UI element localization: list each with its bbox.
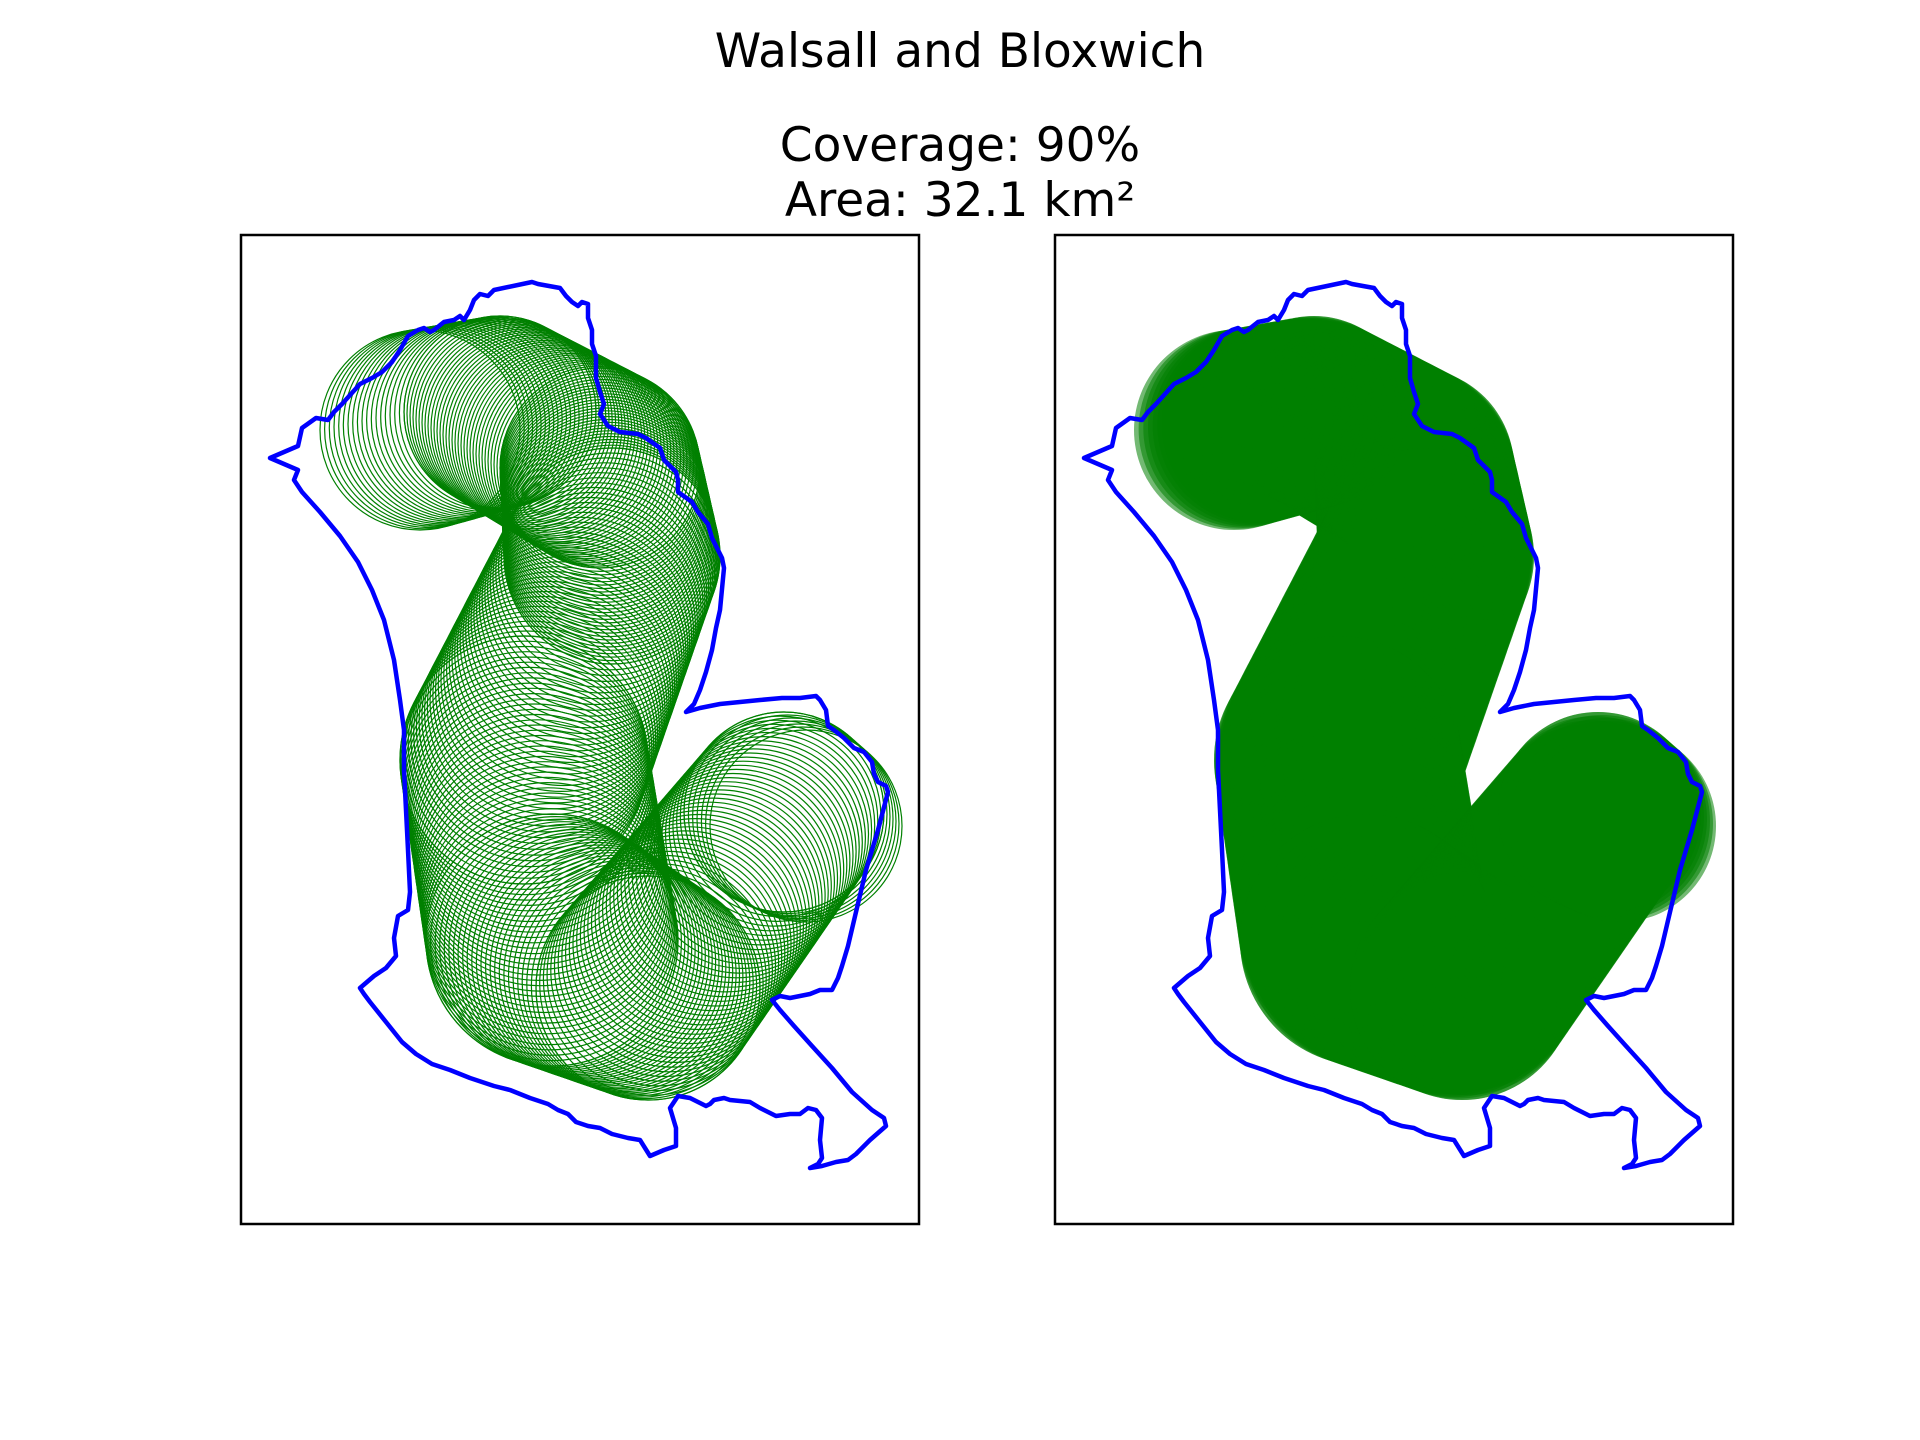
coverage-circle	[489, 849, 727, 1087]
coverage-circle	[605, 797, 820, 1012]
coverage-circle	[443, 556, 679, 792]
coverage-circle	[546, 863, 770, 1087]
coverage-circle	[429, 580, 670, 821]
coverage-circle	[1524, 730, 1716, 922]
map-title: Walsall and Bloxwich	[714, 24, 1206, 79]
coverage-circle	[394, 317, 589, 512]
coverage-circle	[642, 756, 851, 965]
right-panel-frame	[1053, 233, 1735, 1226]
coverage-circle	[489, 472, 712, 694]
coverage-circle	[475, 841, 717, 1083]
coverage-circle	[676, 719, 879, 923]
coverage-circle	[542, 867, 767, 1092]
coverage-circle	[471, 839, 713, 1081]
coverage-circle	[1218, 316, 1410, 508]
coverage-circle	[709, 729, 903, 923]
coverage-circle	[423, 802, 677, 1056]
coverage-circle	[657, 740, 863, 946]
district-boundary	[1081, 279, 1705, 1171]
coverage-circle	[389, 317, 584, 513]
coverage-circle	[380, 319, 576, 515]
coverage-circle	[539, 871, 764, 1096]
coverage-circle	[627, 772, 839, 984]
coverage-circle	[535, 875, 761, 1101]
coverage-circle	[462, 834, 706, 1078]
coverage-circle	[415, 605, 661, 850]
coverage-circle	[498, 457, 717, 677]
coverage-circle	[456, 531, 689, 764]
coverage-circle	[413, 610, 659, 856]
coverage-circle	[620, 781, 832, 993]
coverage-circle	[650, 748, 857, 955]
coverage-circle	[646, 752, 854, 960]
coverage-circle	[403, 315, 597, 509]
coverage-circle	[487, 360, 688, 562]
coverage-circle	[420, 782, 674, 1035]
coverage-circle	[700, 723, 897, 920]
coverage-circle	[687, 714, 888, 915]
left-panel-frame	[239, 233, 921, 1226]
right-map-panel	[1053, 233, 1735, 1226]
coverage-circle	[422, 792, 676, 1046]
coverage-circle	[639, 760, 848, 970]
coverage-circle	[696, 720, 894, 918]
coverage-label: Coverage: 90%	[779, 118, 1141, 173]
coverage-circle	[613, 789, 826, 1002]
coverage-circle	[624, 777, 835, 988]
coverage-circles-filled	[1134, 316, 1716, 1100]
coverage-circle	[459, 526, 691, 758]
area-label: Area: 32.1 km²	[784, 173, 1136, 228]
coverage-circle	[704, 726, 900, 921]
coverage-circle	[691, 717, 891, 916]
coverage-circle	[672, 723, 876, 927]
coverage-circle	[653, 744, 860, 951]
coverage-circle	[631, 768, 842, 979]
coverage-circle	[448, 546, 683, 781]
district-boundary	[267, 279, 891, 1171]
coverage-circle	[587, 818, 804, 1035]
coverage-circle	[616, 785, 829, 998]
coverage-circles-outline	[319, 315, 903, 1101]
coverage-circle	[661, 736, 866, 941]
coverage-circle	[398, 316, 593, 510]
coverage-circle	[494, 852, 730, 1088]
coverage-circle	[375, 320, 572, 516]
coverage-circle	[602, 801, 817, 1017]
coverage-circle	[466, 836, 710, 1080]
coverage-circle	[664, 731, 870, 937]
coverage-circle	[384, 318, 580, 514]
coverage-circle	[423, 797, 676, 1051]
coverage-circle	[454, 536, 687, 769]
coverage-circle	[437, 566, 676, 804]
coverage-circle	[495, 462, 715, 682]
coverage-circle	[467, 511, 697, 740]
coverage-circle	[465, 516, 695, 746]
coverage-circle	[550, 859, 773, 1082]
coverage-circle	[553, 854, 777, 1078]
coverage-circle	[635, 764, 845, 974]
left-map-panel	[239, 233, 921, 1226]
